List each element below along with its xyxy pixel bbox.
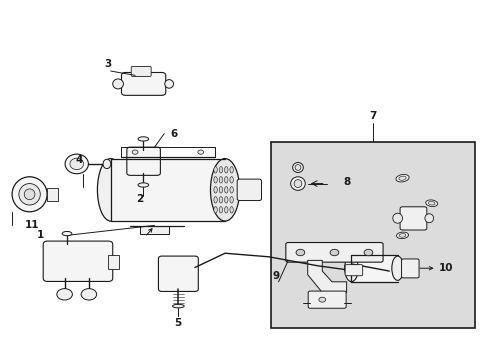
Circle shape — [329, 249, 338, 256]
Ellipse shape — [224, 177, 227, 183]
Text: 6: 6 — [170, 129, 177, 139]
Circle shape — [81, 289, 97, 300]
Bar — [351, 255, 397, 282]
Ellipse shape — [224, 197, 227, 203]
Text: 5: 5 — [174, 318, 181, 328]
Circle shape — [364, 249, 372, 256]
Text: 3: 3 — [104, 59, 112, 69]
Ellipse shape — [229, 167, 233, 173]
Ellipse shape — [164, 80, 173, 88]
Ellipse shape — [12, 177, 47, 212]
Circle shape — [198, 150, 203, 154]
FancyBboxPatch shape — [131, 66, 151, 76]
Bar — [111, 158, 224, 221]
Ellipse shape — [103, 159, 111, 168]
Ellipse shape — [113, 79, 123, 89]
Ellipse shape — [229, 186, 233, 193]
FancyBboxPatch shape — [126, 147, 160, 175]
Ellipse shape — [392, 213, 402, 223]
Text: 1: 1 — [37, 230, 44, 240]
Ellipse shape — [138, 137, 148, 141]
Ellipse shape — [62, 231, 72, 236]
Circle shape — [295, 249, 304, 256]
Ellipse shape — [213, 197, 217, 203]
Ellipse shape — [425, 200, 437, 207]
FancyBboxPatch shape — [285, 243, 382, 262]
Ellipse shape — [391, 256, 403, 280]
FancyBboxPatch shape — [237, 179, 261, 201]
Ellipse shape — [424, 214, 433, 223]
Ellipse shape — [224, 167, 227, 173]
Ellipse shape — [219, 186, 222, 193]
Circle shape — [57, 289, 72, 300]
Text: 11: 11 — [25, 220, 39, 230]
Ellipse shape — [70, 158, 83, 170]
Ellipse shape — [97, 158, 124, 221]
FancyBboxPatch shape — [158, 256, 198, 292]
Ellipse shape — [219, 197, 222, 203]
Bar — [140, 226, 169, 234]
Ellipse shape — [229, 207, 233, 213]
FancyBboxPatch shape — [399, 207, 426, 230]
Ellipse shape — [427, 201, 434, 205]
Circle shape — [132, 150, 138, 154]
Ellipse shape — [138, 183, 148, 187]
FancyBboxPatch shape — [345, 265, 362, 276]
Ellipse shape — [398, 234, 405, 237]
Bar — [47, 188, 58, 201]
Ellipse shape — [219, 207, 222, 213]
Bar — [108, 255, 119, 269]
Ellipse shape — [396, 232, 407, 239]
Ellipse shape — [219, 177, 222, 183]
Ellipse shape — [210, 158, 239, 221]
Ellipse shape — [24, 189, 35, 200]
Text: 9: 9 — [272, 271, 279, 282]
Circle shape — [318, 297, 325, 302]
Text: 4: 4 — [75, 156, 82, 165]
Ellipse shape — [292, 162, 303, 172]
FancyBboxPatch shape — [43, 241, 113, 282]
Ellipse shape — [224, 207, 227, 213]
Ellipse shape — [294, 165, 300, 170]
Ellipse shape — [213, 207, 217, 213]
Text: 8: 8 — [342, 177, 349, 187]
FancyBboxPatch shape — [121, 72, 165, 95]
Ellipse shape — [224, 186, 227, 193]
Ellipse shape — [219, 167, 222, 173]
Ellipse shape — [213, 186, 217, 193]
Ellipse shape — [229, 177, 233, 183]
Polygon shape — [307, 260, 346, 293]
Text: 7: 7 — [369, 111, 376, 121]
Ellipse shape — [344, 255, 358, 282]
Ellipse shape — [172, 304, 184, 308]
Ellipse shape — [395, 175, 408, 182]
FancyBboxPatch shape — [307, 291, 346, 308]
Ellipse shape — [213, 167, 217, 173]
Ellipse shape — [19, 184, 40, 205]
Ellipse shape — [293, 180, 301, 188]
Bar — [271, 143, 474, 328]
Ellipse shape — [65, 154, 88, 174]
Ellipse shape — [290, 177, 305, 190]
FancyBboxPatch shape — [401, 259, 418, 278]
Ellipse shape — [398, 176, 406, 180]
Ellipse shape — [229, 197, 233, 203]
Text: 10: 10 — [438, 263, 452, 273]
Ellipse shape — [213, 177, 217, 183]
Text: 2: 2 — [136, 194, 143, 204]
